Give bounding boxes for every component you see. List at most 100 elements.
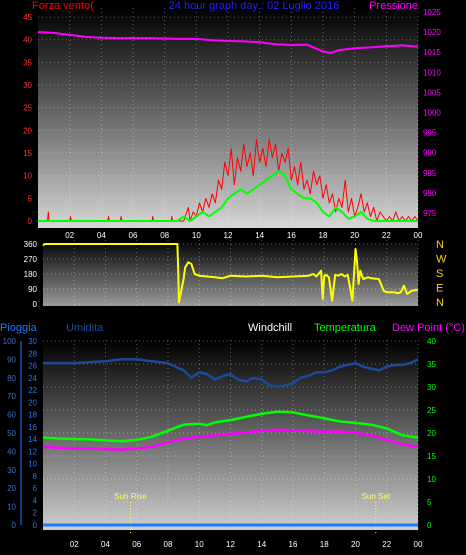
time-tick-label: 18 <box>319 231 328 240</box>
rain-tick-label: 14 <box>28 435 37 444</box>
time-tick-label: 12 <box>226 540 235 549</box>
wind-tick-label: 20 <box>23 126 32 135</box>
temperature-axis: 0 5 10 15 20 25 30 35 40 <box>427 337 436 530</box>
time-tick-label: 16 <box>287 231 296 240</box>
wind-time-axis: 02 04 06 08 10 12 14 16 18 20 22 00 <box>65 231 423 240</box>
direction-tick-label: 90 <box>28 285 37 294</box>
dewpoint-label: Dew Point (°C) <box>392 322 465 334</box>
direction-tick-label: 360 <box>24 240 38 249</box>
humidity-tick-label: 10 <box>7 503 16 512</box>
rain-tick-label: 26 <box>28 362 37 371</box>
temperature-series <box>42 358 419 527</box>
windchill-label: Windchill <box>248 322 292 334</box>
chart-title: 24 hour graph day : 02 Luglio 2016 <box>169 0 340 12</box>
pressure-label: Pressione <box>369 0 418 12</box>
direction-tick-label: 270 <box>24 255 38 264</box>
rain-tick-label: 28 <box>28 349 37 358</box>
pressure-tick-label: 1015 <box>423 48 441 57</box>
humidity-tick-label: 70 <box>7 392 16 401</box>
pressure-tick-label: 1010 <box>423 68 441 77</box>
direction-tick-label: 0 <box>33 300 38 309</box>
time-tick-label: 10 <box>195 540 204 549</box>
time-tick-label: 22 <box>382 540 391 549</box>
time-tick-label: 08 <box>164 540 173 549</box>
pressure-tick-label: 995 <box>423 129 437 138</box>
wind-tick-label: 10 <box>23 172 32 181</box>
time-tick-label: 18 <box>320 540 329 549</box>
temperature-label: Temperatura <box>314 322 377 334</box>
pressure-series-line <box>37 31 419 54</box>
humidity-tick-label: 40 <box>7 447 16 456</box>
wind-speed-label: Forza vento( <box>32 0 94 12</box>
pressure-tick-label: 985 <box>423 169 437 178</box>
wind-tick-label: 15 <box>23 149 32 158</box>
compass-label: N <box>436 297 444 309</box>
temperature-tick-label: 20 <box>427 429 436 438</box>
rain-tick-label: 10 <box>28 460 37 469</box>
rain-tick-label: 16 <box>28 423 37 432</box>
humidity-tick-label: 20 <box>7 484 16 493</box>
rain-tick-label: 0 <box>33 521 38 530</box>
rain-tick-label: 12 <box>28 447 37 456</box>
sun-set-label: Sun Set <box>362 492 391 501</box>
direction-degrees-axis: 0 90 180 270 360 <box>24 240 38 309</box>
temperature-tick-label: 15 <box>427 452 436 461</box>
wind-tick-label: 40 <box>23 36 32 45</box>
time-tick-label: 02 <box>70 540 79 549</box>
rain-tick-label: 8 <box>33 472 38 481</box>
temperature-tick-label: 25 <box>427 406 436 415</box>
time-tick-label: 02 <box>65 231 74 240</box>
rain-tick-label: 30 <box>28 337 37 346</box>
pressure-tick-label: 1020 <box>423 28 441 37</box>
pressure-axis: 975 980 985 990 995 1000 1005 1010 1015 1020 1025 <box>423 8 441 218</box>
wind-tick-label: 30 <box>23 81 32 90</box>
wind-tick-label: 35 <box>23 58 32 67</box>
compass-label: E <box>436 283 443 295</box>
dewpoint-series-line <box>42 428 419 451</box>
humidity-tick-label: 60 <box>7 411 16 420</box>
humidity-label: Umidita <box>66 322 104 334</box>
time-tick-label: 10 <box>192 231 201 240</box>
time-tick-label: 22 <box>382 231 391 240</box>
humidity-tick-label: 80 <box>7 374 16 383</box>
time-tick-label: 00 <box>414 540 423 549</box>
humidity-tick-label: 50 <box>7 429 16 438</box>
wind-tick-label: 5 <box>28 194 33 203</box>
rain-label: Pioggia <box>0 322 38 334</box>
direction-tick-label: 180 <box>24 270 38 279</box>
pressure-tick-label: 1005 <box>423 88 441 97</box>
rain-tick-label: 22 <box>28 386 37 395</box>
time-tick-label: 20 <box>351 540 360 549</box>
humidity-axis: 0 10 20 30 40 50 60 70 80 90 100 <box>3 337 22 530</box>
time-tick-label: 04 <box>97 231 106 240</box>
pressure-tick-label: 1025 <box>423 8 441 17</box>
rain-tick-label: 2 <box>33 509 38 518</box>
temperature-series-line <box>42 410 419 443</box>
gust-series-line <box>38 170 418 222</box>
time-tick-label: 12 <box>224 231 233 240</box>
humidity-tick-label: 100 <box>3 337 17 346</box>
temperature-tick-label: 0 <box>427 521 432 530</box>
time-tick-label: 04 <box>101 540 110 549</box>
time-tick-label: 14 <box>255 231 264 240</box>
time-tick-label: 08 <box>160 231 169 240</box>
pressure-tick-label: 975 <box>423 209 437 218</box>
temperature-tick-label: 5 <box>427 498 432 507</box>
wind-pressure-plot-area <box>38 8 418 228</box>
direction-series <box>42 243 419 304</box>
time-tick-label: 06 <box>129 231 138 240</box>
wind-pressure-grid <box>38 8 419 228</box>
humidity-tick-label: 0 <box>12 521 17 530</box>
humidity-series-line <box>43 358 419 389</box>
temperature-tick-label: 30 <box>427 383 436 392</box>
time-tick-label: 14 <box>257 540 266 549</box>
wind-tick-label: 0 <box>28 217 33 226</box>
compass-label: W <box>436 254 447 266</box>
temperature-tick-label: 10 <box>427 475 436 484</box>
pressure-tick-label: 980 <box>423 189 437 198</box>
sun-rise-label: Sun Rise <box>114 492 147 501</box>
compass-label: N <box>436 239 444 251</box>
